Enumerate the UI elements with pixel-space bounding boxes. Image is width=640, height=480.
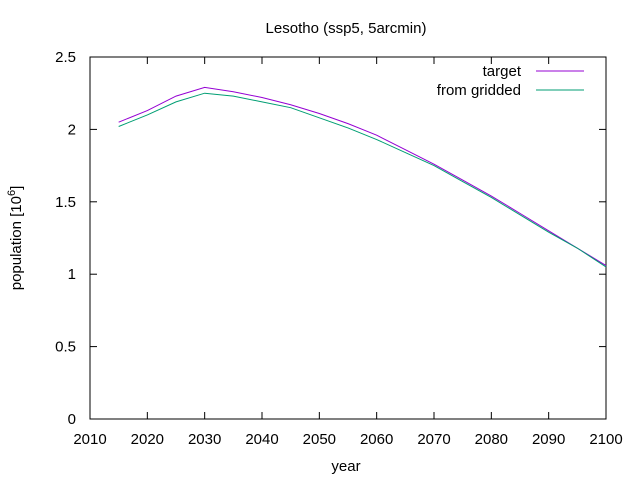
- x-tick-label: 2070: [417, 431, 450, 448]
- legend-label-target: target: [483, 63, 522, 80]
- y-tick-label: 1.5: [55, 194, 76, 211]
- x-tick-label: 2080: [475, 431, 508, 448]
- x-tick-label: 2020: [131, 431, 164, 448]
- series-line-target: [118, 86, 607, 266]
- series-line-from-gridded: [118, 92, 607, 268]
- y-tick-label: 1: [68, 266, 76, 283]
- legend: target from gridded: [437, 63, 584, 99]
- x-axis-label: year: [331, 458, 360, 475]
- x-tick-label: 2010: [73, 431, 106, 448]
- legend-label-from-gridded: from gridded: [437, 82, 521, 99]
- y-axis-label-base: population [10: [8, 196, 25, 290]
- y-axis-label-exponent: 6: [6, 190, 18, 196]
- y-tick-label: 0: [68, 411, 76, 428]
- y-axis-label: population [106]: [6, 186, 25, 291]
- series-layer: [118, 86, 607, 268]
- x-tick-label: 2050: [303, 431, 336, 448]
- plot-frame: [89, 56, 607, 420]
- y-axis-label-close: ]: [8, 186, 25, 190]
- x-tick-label: 2060: [360, 431, 393, 448]
- y-tick-label: 2: [68, 121, 76, 138]
- y-axis: 0 0.5 1 1.5 2 2.5: [55, 49, 606, 428]
- x-axis: 2010 2020 2030 2040 2050 2060 2070 2080 2090 2100: [73, 57, 623, 448]
- y-tick-label: 2.5: [55, 49, 76, 66]
- y-tick-label: 0.5: [55, 339, 76, 356]
- x-tick-label: 2090: [532, 431, 565, 448]
- x-tick-label: 2100: [589, 431, 622, 448]
- chart-title: Lesotho (ssp5, 5arcmin): [266, 20, 427, 37]
- x-tick-label: 2030: [188, 431, 221, 448]
- x-tick-label: 2040: [245, 431, 278, 448]
